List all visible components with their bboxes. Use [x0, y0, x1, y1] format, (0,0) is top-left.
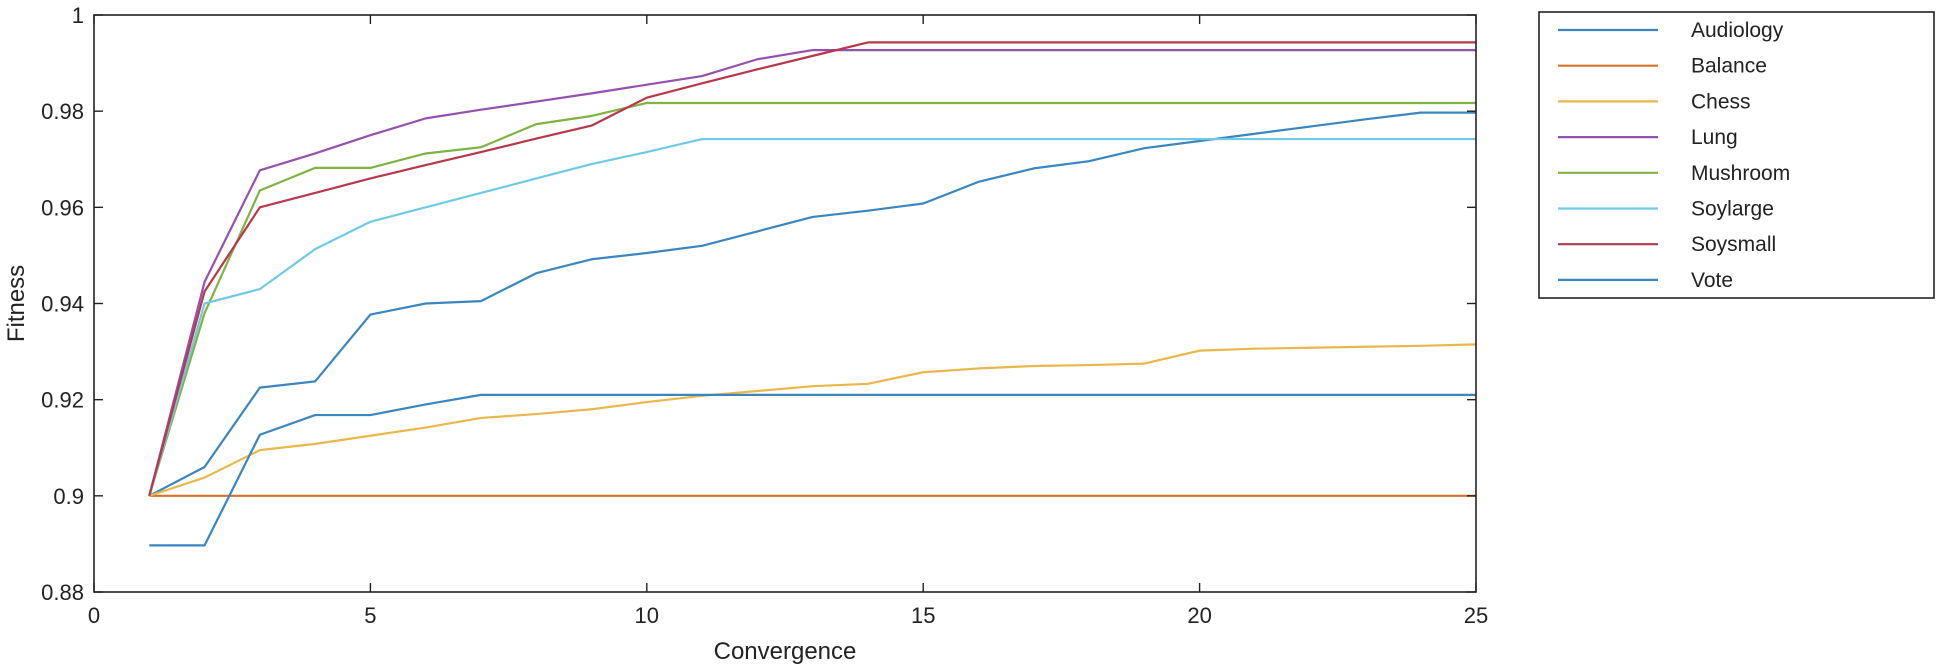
legend-label-soylarge: Soylarge: [1691, 198, 1774, 221]
plot-area: [94, 15, 1476, 592]
y-tick-label: 0.92: [41, 388, 84, 413]
y-axis-title: Fitness: [3, 265, 30, 342]
legend-label-balance: Balance: [1691, 55, 1767, 78]
y-tick-label: 0.88: [41, 580, 84, 605]
series-line-chess: [148, 343, 1477, 497]
y-tick-label: 0.96: [41, 195, 84, 220]
x-axis-title: Convergence: [714, 638, 857, 665]
plot-background: [94, 15, 1476, 592]
series-layer: [148, 41, 1477, 547]
legend-box: [1538, 11, 1935, 299]
x-tick-label: 10: [635, 603, 659, 628]
series-line-lung: [148, 48, 1476, 497]
series-line-vote: [149, 393, 1476, 547]
series-line-mushroom: [148, 101, 1476, 497]
legend-label-chess: Chess: [1691, 90, 1751, 113]
legend: Audiology Balance Chess Lung Mushroom Soylarg…: [1538, 11, 1935, 299]
legend-label-soysmall: Soysmall: [1691, 233, 1776, 256]
y-tick-label: 0.98: [41, 99, 84, 124]
legend-label-vote: Vote: [1691, 269, 1733, 292]
legend-label-lung: Lung: [1691, 126, 1738, 149]
x-tick-label: 0: [88, 603, 100, 628]
x-tick-label: 20: [1187, 603, 1211, 628]
legend-label-mushroom: Mushroom: [1691, 162, 1790, 185]
x-tick-label: 5: [364, 603, 376, 628]
axes-layer: 0 5 10 15 20 25 0.88 0.9 0.92 0.94 0.96 0.98 1: [41, 3, 1488, 628]
legend-label-audiology: Audiology: [1691, 19, 1784, 42]
series-line-audiology: [148, 111, 1476, 497]
y-tick-label: 0.9: [53, 484, 84, 509]
x-tick-label: 25: [1464, 603, 1488, 628]
series-line-soylarge: [148, 137, 1476, 497]
x-tick-label: 15: [911, 603, 935, 628]
y-tick-label: 1: [72, 3, 84, 28]
series-line-soysmall: [148, 41, 1476, 497]
y-tick-label: 0.94: [41, 292, 84, 317]
